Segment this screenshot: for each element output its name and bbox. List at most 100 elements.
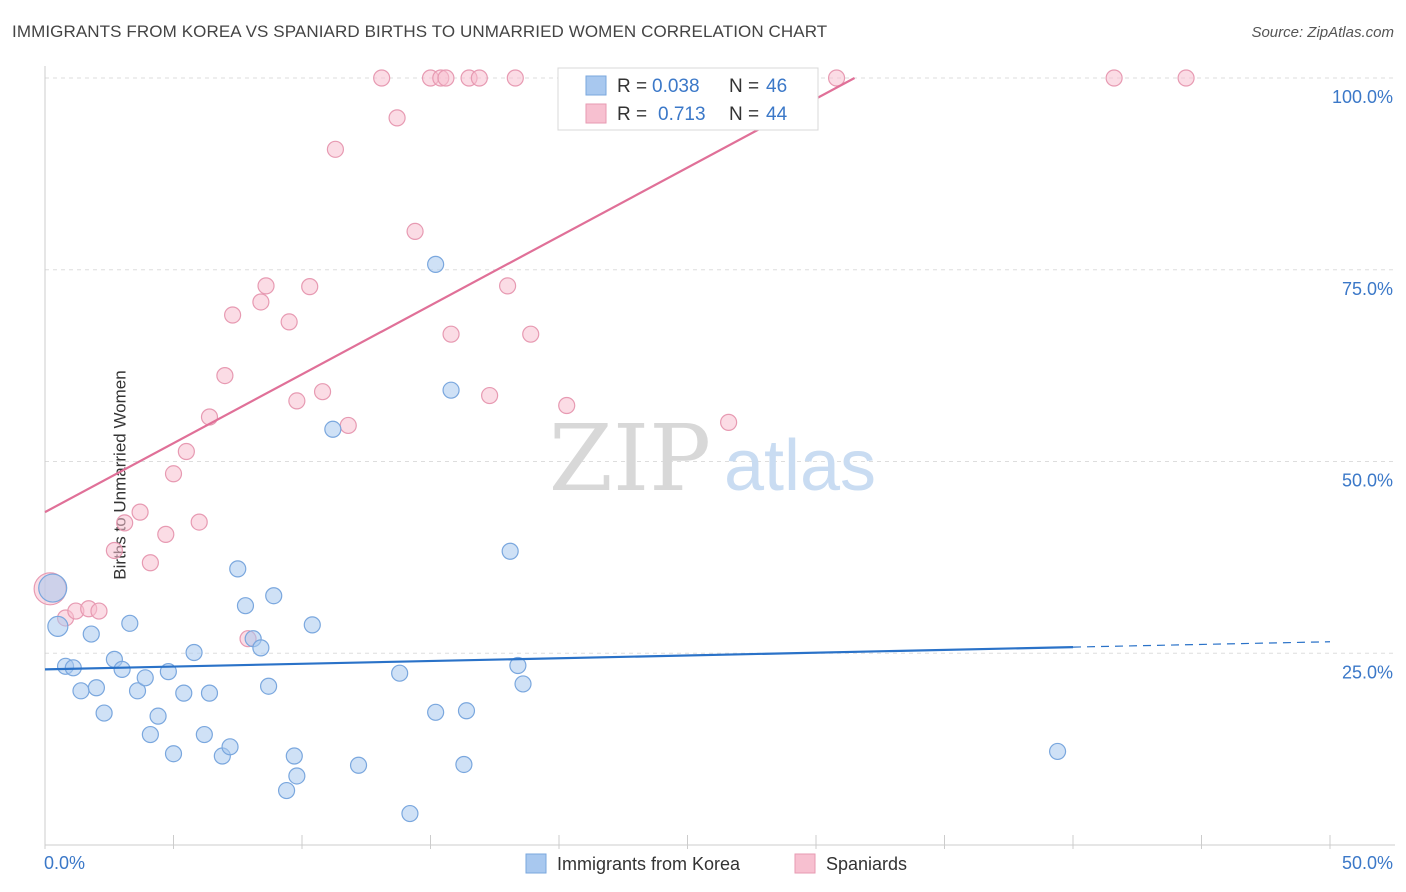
spain-point xyxy=(720,413,738,431)
stats-swatch-korea xyxy=(585,75,607,96)
korea-point xyxy=(229,560,247,578)
korea-point xyxy=(113,660,131,678)
stats-r-label-spain: R = xyxy=(617,104,647,125)
korea-point xyxy=(38,573,68,603)
korea-point xyxy=(72,682,90,700)
spain-point xyxy=(280,313,298,331)
korea-point xyxy=(401,804,419,823)
stats-legend: R = 0.038 N = 46 R = 0.713 N = 44 xyxy=(557,67,819,131)
korea-point xyxy=(303,616,321,634)
series-spaniards xyxy=(33,69,1195,648)
korea-point xyxy=(391,664,409,682)
korea-point xyxy=(324,420,342,438)
korea-point xyxy=(236,597,255,615)
trendline-spain xyxy=(44,77,856,514)
x-tick-label: 0.0% xyxy=(44,853,85,873)
bottom-legend: Immigrants from Korea Spaniards xyxy=(525,853,907,874)
stats-n-value-spain: 44 xyxy=(766,104,788,125)
korea-point xyxy=(141,725,159,744)
korea-point xyxy=(164,745,183,763)
korea-point xyxy=(455,755,473,774)
spain-point xyxy=(558,396,576,415)
watermark-atlas: atlas xyxy=(724,426,876,506)
trendlines xyxy=(44,77,1331,671)
spain-point xyxy=(141,554,159,572)
spain-point xyxy=(164,465,183,483)
y-tick-label: 50.0% xyxy=(1342,471,1393,491)
legend-label-korea: Immigrants from Korea xyxy=(557,854,741,874)
korea-point xyxy=(457,702,476,720)
stats-n-label-spain: N = xyxy=(729,104,759,125)
korea-point xyxy=(427,703,445,721)
spain-point xyxy=(116,514,134,532)
korea-point xyxy=(501,542,519,560)
spain-point xyxy=(90,602,108,620)
korea-point xyxy=(442,381,460,399)
korea-point xyxy=(252,639,270,657)
spain-point xyxy=(481,386,499,405)
y-tick-labels: 100.0% 75.0% 50.0% 25.0% xyxy=(1332,87,1393,682)
korea-point xyxy=(285,747,303,765)
spain-point xyxy=(257,277,275,295)
spain-point xyxy=(105,541,123,560)
spain-point xyxy=(506,69,524,87)
korea-point xyxy=(95,704,113,722)
spain-point xyxy=(827,69,846,87)
spain-point xyxy=(252,293,270,311)
stats-r-value-korea: 0.038 xyxy=(652,76,700,97)
korea-point xyxy=(82,625,100,643)
spain-point xyxy=(216,366,234,385)
stats-swatch-spain xyxy=(585,103,607,124)
korea-point xyxy=(121,614,139,632)
stats-n-label-korea: N = xyxy=(729,76,759,97)
series-korea xyxy=(38,255,1067,823)
korea-point xyxy=(514,675,532,693)
chart-title: IMMIGRANTS FROM KOREA VS SPANIARD BIRTHS… xyxy=(12,22,828,41)
korea-point xyxy=(1048,742,1067,761)
korea-point xyxy=(265,587,283,605)
korea-point xyxy=(128,682,147,700)
gridlines xyxy=(45,77,1395,654)
spain-point xyxy=(388,109,406,127)
spain-point xyxy=(131,503,149,521)
legend-swatch-spain xyxy=(794,853,816,874)
korea-point xyxy=(277,781,296,800)
korea-point xyxy=(195,725,213,744)
x-tick-label: 50.0% xyxy=(1342,853,1393,873)
y-tick-label: 25.0% xyxy=(1342,662,1393,682)
trendline-korea xyxy=(44,646,1074,671)
trendline-korea-extension xyxy=(1072,641,1331,648)
korea-point xyxy=(175,684,193,702)
spain-point xyxy=(339,416,357,435)
korea-point xyxy=(87,679,106,697)
korea-point xyxy=(47,615,69,638)
source-label: Source: ZipAtlas.com xyxy=(1251,24,1394,41)
korea-point xyxy=(427,255,445,273)
spain-point xyxy=(200,408,219,426)
korea-point xyxy=(349,756,368,774)
spain-point xyxy=(301,278,319,296)
y-tick-label: 100.0% xyxy=(1332,87,1393,107)
korea-point xyxy=(259,677,278,695)
stats-r-label-korea: R = xyxy=(617,76,647,97)
legend-label-spain: Spaniards xyxy=(826,854,907,874)
spain-point xyxy=(373,69,391,87)
watermark-zip: ZIP xyxy=(549,405,711,512)
spain-point xyxy=(406,222,424,240)
legend-swatch-korea xyxy=(525,853,547,874)
spain-point xyxy=(437,69,455,87)
spain-point xyxy=(442,325,460,343)
spain-point xyxy=(1105,69,1123,87)
korea-point xyxy=(509,656,527,675)
spain-point xyxy=(224,306,242,324)
axes xyxy=(44,66,1395,849)
y-tick-label: 75.0% xyxy=(1342,279,1393,299)
korea-point xyxy=(221,738,239,756)
korea-point xyxy=(185,643,203,662)
spain-point xyxy=(313,383,332,401)
korea-point xyxy=(200,684,219,702)
spain-point xyxy=(1177,69,1195,87)
stats-n-value-korea: 46 xyxy=(766,76,787,97)
korea-point xyxy=(136,669,154,687)
